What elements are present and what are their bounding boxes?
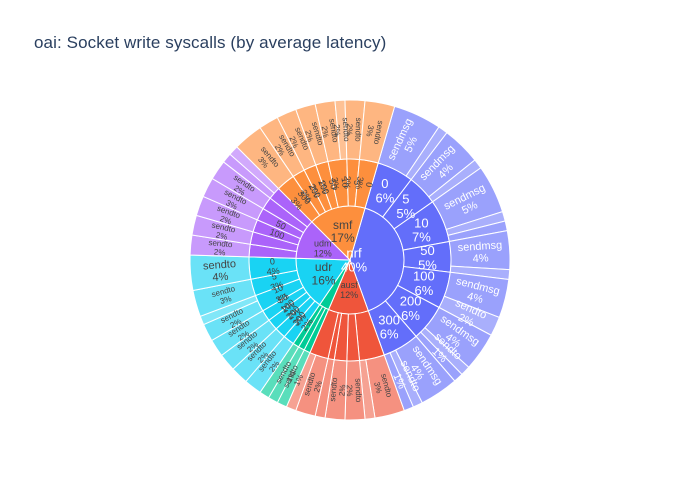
label-udm-leaf-1-0: sendto2% xyxy=(209,221,237,244)
label-smf-level-6: 03% xyxy=(353,176,375,193)
label-nrf-level-6: 300 6% xyxy=(378,312,400,341)
label-nrf-leaf-3-0: sendmsg4% xyxy=(457,239,503,266)
label-nrf-level-0: 0 6% xyxy=(375,176,394,205)
chart-title: oai: Socket write syscalls (by average l… xyxy=(34,33,387,52)
label-smf: smf 17% xyxy=(331,218,355,245)
label-udr-leaf-5-0: sendto3% xyxy=(211,284,239,308)
label-smf-leaf-6-0: sendto3% xyxy=(363,118,385,145)
label-smf-leaf-4-0: sendto2% xyxy=(319,118,340,145)
label-udr-level-6: 04% xyxy=(265,256,280,277)
label-udr-leaf-6-0: sendto4% xyxy=(203,258,238,285)
label-smf-level-3: 502% xyxy=(317,177,340,195)
label-udm: udm 12% xyxy=(314,238,332,258)
label-ausf-leaf-2-0: sendto2% xyxy=(328,377,348,403)
label-nrf-level-5: 200 6% xyxy=(400,294,422,323)
label-ausf-leaf-1-0: sendto2% xyxy=(345,378,364,403)
label-udm-leaf-0-0: sendto2% xyxy=(207,238,233,258)
label-ausf-leaf-0-0: sendto3% xyxy=(371,373,394,401)
label-nrf-level-3: 50 5% xyxy=(418,243,437,272)
label-nrf-level-4: 100 6% xyxy=(413,269,435,298)
label-udr: udr 16% xyxy=(312,260,336,287)
sector-smf-leaf-6-0[interactable] xyxy=(358,100,396,164)
label-smf-level-5: 52% xyxy=(342,176,362,190)
label-udr-level-5: 53% xyxy=(266,270,284,293)
label-nrf-level-1: 5 5% xyxy=(396,192,415,221)
label-nrf-level-2: 10 7% xyxy=(412,215,431,244)
label-ausf: ausf 12% xyxy=(340,280,358,300)
label-udm-level-2: 100 xyxy=(268,227,286,242)
label-udm-level-3: 50 xyxy=(274,218,287,231)
label-smf-leaf-5-0: sendto2% xyxy=(345,117,364,142)
label-smf-level-2: 1002% xyxy=(307,178,331,200)
label-smf-leaf-4-1: sendto2% xyxy=(332,117,351,143)
label-nrf: nrf 40% xyxy=(341,245,367,274)
label-smf-level-4: 103% xyxy=(329,175,350,190)
